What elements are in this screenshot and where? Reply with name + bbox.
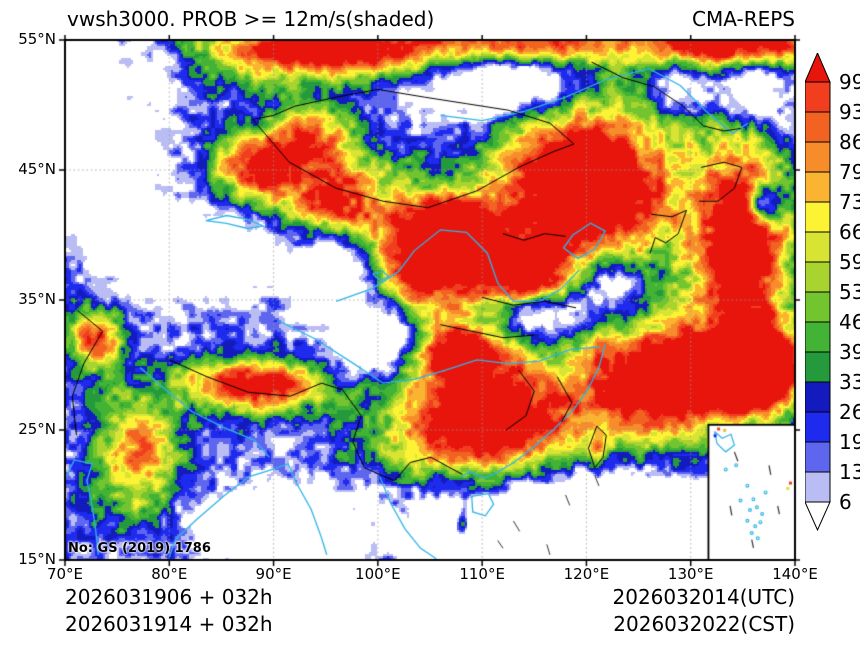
x-tick-label-110E: 110°E [459,565,505,583]
valid-time-block: 2026032014(UTC) 2026032022(CST) [613,584,796,638]
colorbar-segment-46 [805,291,831,323]
model-name-label: CMA-REPS [692,7,795,31]
y-tick-label-15N: 15°N [18,550,56,568]
colorbar-label-99: 99 [839,70,860,94]
colorbar-segment-66 [805,201,831,233]
colorbar-label-13: 13 [839,460,860,484]
colorbar-label-33: 33 [839,370,860,394]
colorbar-label-66: 66 [839,220,860,244]
page-title: vwsh3000. PROB >= 12m/s(shaded) [67,7,435,31]
colorbar-segment-33 [805,351,831,383]
y-tick-label-55N: 55°N [18,30,56,48]
valid-time-cst: 2026032022(CST) [613,612,795,636]
colorbar-label-73: 73 [839,190,860,214]
init-time-utc-line: 2026031906 + 032h [65,585,273,609]
colorbar-label-26: 26 [839,400,860,424]
forecast-init-block: 2026031906 + 032h 2026031914 + 032h [65,584,273,638]
colorbar-label-46: 46 [839,310,860,334]
y-tick-label-25N: 25°N [18,420,56,438]
colorbar-label-6: 6 [839,490,852,514]
x-tick-label-70E: 70°E [46,565,84,583]
colorbar-segment-59 [805,231,831,263]
colorbar-segment-6 [805,471,831,503]
colorbar-under-arrow [805,501,831,531]
x-tick-label-120E: 120°E [563,565,610,583]
valid-time-utc: 2026032014(UTC) [612,585,796,609]
colorbar-label-79: 79 [839,160,860,184]
colorbar-segment-79 [805,141,831,173]
colorbar-segment-86 [805,111,831,143]
colorbar-segment-26 [805,381,831,413]
colorbar-segment-19 [805,411,831,443]
y-tick-label-45N: 45°N [18,160,56,178]
x-tick-label-130E: 130°E [667,565,714,583]
colorbar-label-93: 93 [839,100,860,124]
colorbar-segment-39 [805,321,831,353]
colorbar-segment-93 [805,81,831,113]
init-time-cst-line: 2026031914 + 032h [65,612,273,636]
colorbar-label-86: 86 [839,130,860,154]
colorbar-label-59: 59 [839,250,860,274]
colorbar-label-19: 19 [839,430,860,454]
colorbar-label-53: 53 [839,280,860,304]
license-number-watermark: No: GS (2019) 1786 [68,541,211,556]
x-tick-label-80E: 80°E [151,565,188,583]
x-tick-label-100E: 100°E [355,565,401,583]
colorbar-over-arrow [805,53,831,83]
x-tick-label-90E: 90°E [255,565,292,583]
colorbar-segment-13 [805,441,831,473]
colorbar: 99 93 86 79 73 66 59 53 46 39 33 26 19 13 6 [805,53,860,531]
x-tick-label-140E: 140°E [772,565,818,583]
y-tick-label-35N: 35°N [18,290,56,308]
colorbar-segment-53 [805,261,831,293]
colorbar-segment-73 [805,171,831,203]
colorbar-label-39: 39 [839,340,860,364]
